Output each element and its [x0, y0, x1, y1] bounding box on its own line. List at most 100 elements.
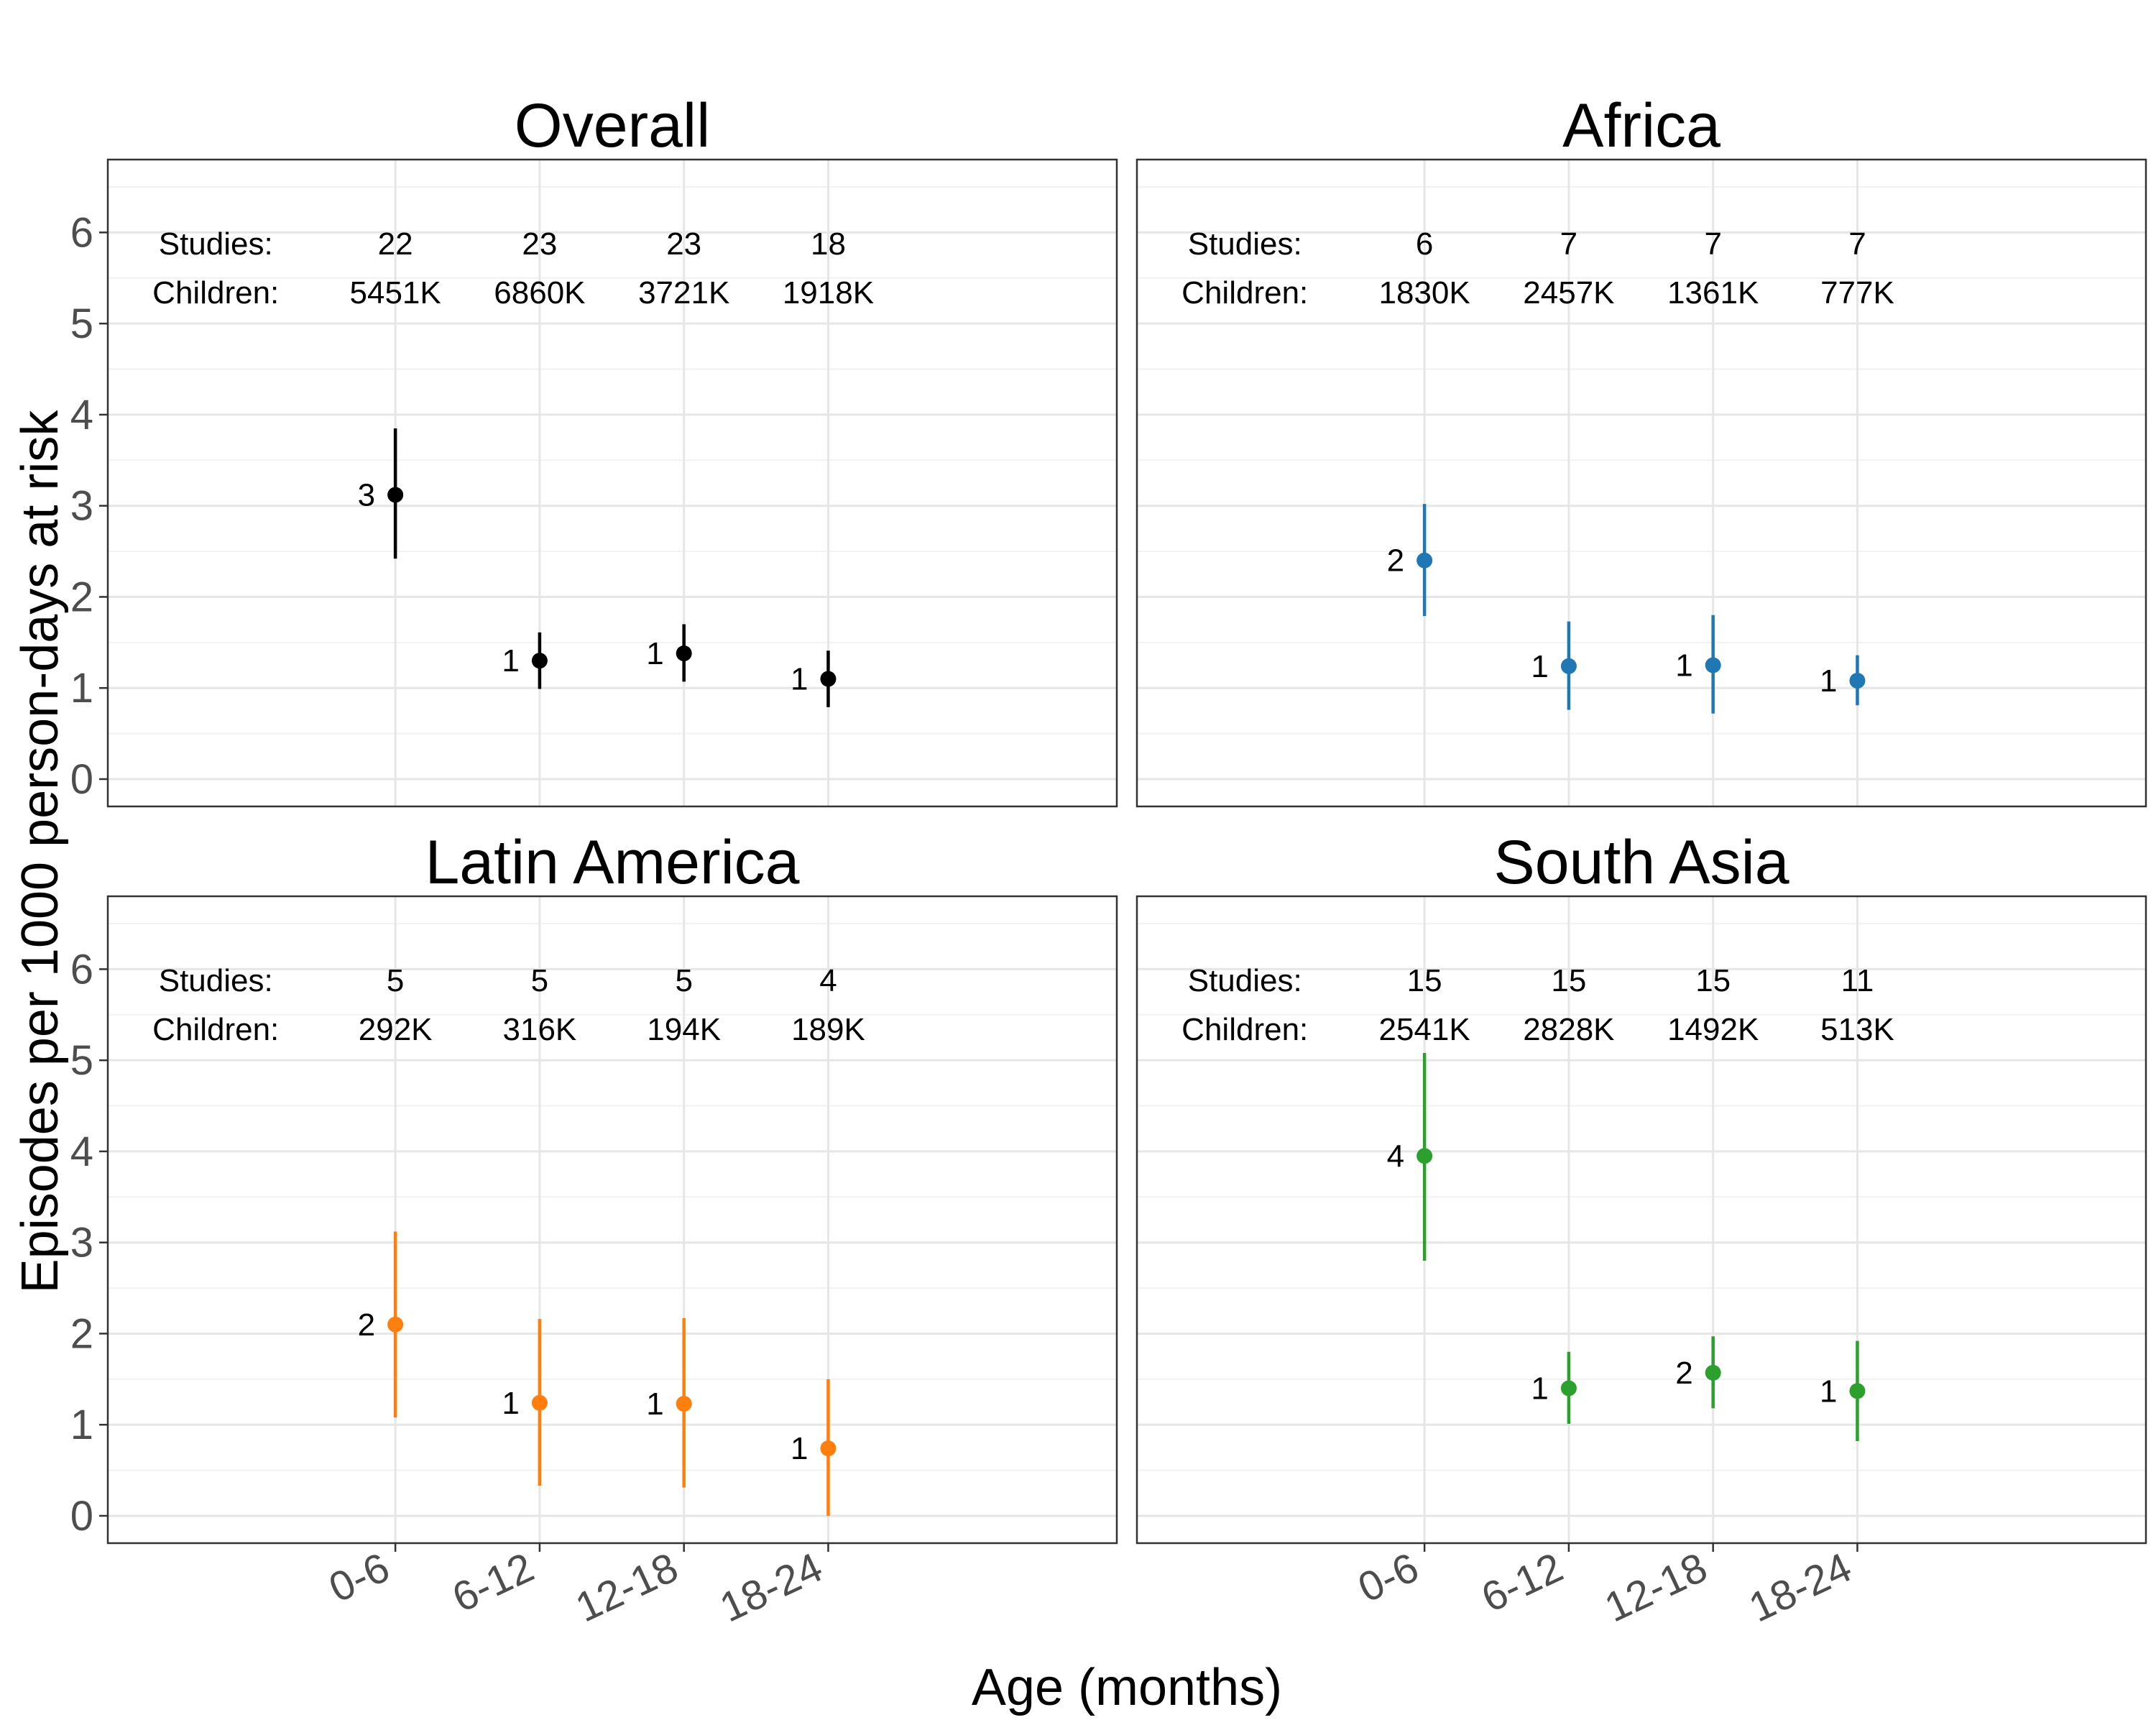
x-tick-label: 18-24 — [1742, 1544, 1858, 1632]
data-point — [1705, 1364, 1721, 1381]
panel-title: South Asia — [1493, 828, 1789, 897]
children-count: 316K — [503, 1012, 577, 1047]
y-tick-label: 1 — [70, 1402, 93, 1448]
studies-count: 4 — [819, 963, 837, 998]
point-label: 1 — [646, 636, 663, 671]
children-count: 777K — [1820, 275, 1894, 310]
studies-count: 5 — [387, 963, 404, 998]
data-point — [1849, 673, 1866, 689]
panel-1: Africa Studies: Children: 6 7 7 7 1830K 2457K 136… — [1135, 91, 2147, 808]
studies-count: 7 — [1848, 226, 1866, 262]
studies-count: 15 — [1551, 963, 1586, 998]
children-count: 2541K — [1379, 1012, 1470, 1047]
panel-border — [1135, 895, 2147, 1545]
point-label: 1 — [1820, 663, 1837, 699]
point-label: 1 — [1675, 648, 1692, 684]
children-count: 292K — [359, 1012, 433, 1047]
point-label: 1 — [791, 1431, 808, 1466]
data-point — [1705, 657, 1721, 673]
studies-count: 18 — [811, 226, 846, 262]
point-label: 3 — [358, 477, 375, 512]
y-tick-label: 6 — [70, 946, 93, 993]
studies-row-label: Studies: — [1188, 226, 1302, 262]
children-count: 3721K — [638, 275, 729, 310]
y-tick-label: 4 — [70, 392, 93, 438]
children-count: 2457K — [1523, 275, 1614, 310]
studies-count: 11 — [1841, 963, 1874, 998]
studies-count: 5 — [675, 963, 692, 998]
children-count: 194K — [647, 1012, 721, 1047]
children-row-label: Children: — [1181, 275, 1308, 310]
children-count: 1361K — [1667, 275, 1759, 310]
y-axis-title: Episodes per 1000 person-days at risk — [11, 410, 69, 1294]
children-count: 6860K — [494, 275, 585, 310]
children-row-label: Children: — [152, 1012, 279, 1047]
y-tick-label: 0 — [70, 1493, 93, 1540]
panel-border — [106, 158, 1118, 808]
y-tick-label: 0 — [70, 756, 93, 803]
point-label: 4 — [1387, 1138, 1404, 1174]
data-point — [531, 653, 548, 669]
panel-background — [1137, 896, 2146, 1543]
point-label: 1 — [646, 1386, 663, 1422]
studies-row-label: Studies: — [159, 226, 273, 262]
children-count: 1918K — [783, 275, 874, 310]
data-point — [676, 1396, 692, 1412]
studies-row-label: Studies: — [159, 963, 273, 998]
point-label: 1 — [502, 643, 519, 678]
studies-count: 15 — [1407, 963, 1442, 998]
point-label: 1 — [502, 1386, 519, 1421]
y-tick-label: 5 — [70, 1037, 93, 1084]
children-count: 1830K — [1379, 275, 1470, 310]
panel-background — [108, 160, 1117, 806]
y-tick-label: 4 — [70, 1128, 93, 1175]
panel-title: Overall — [515, 91, 710, 160]
panel-title: Latin America — [425, 828, 799, 897]
children-count: 513K — [1820, 1012, 1894, 1047]
data-point — [820, 1440, 837, 1457]
studies-count: 23 — [666, 226, 701, 262]
studies-count: 22 — [378, 226, 413, 262]
data-point — [1416, 1148, 1433, 1164]
studies-row-label: Studies: — [1188, 963, 1302, 998]
data-point — [1560, 658, 1577, 674]
point-label: 2 — [1387, 543, 1404, 579]
point-label: 1 — [1820, 1374, 1837, 1409]
studies-count: 5 — [531, 963, 548, 998]
y-tick-label: 3 — [70, 483, 93, 530]
studies-count: 7 — [1560, 226, 1577, 262]
data-point — [387, 487, 404, 503]
children-count: 5451K — [350, 275, 441, 310]
studies-count: 23 — [522, 226, 557, 262]
point-label: 1 — [1531, 649, 1548, 684]
children-count: 2828K — [1523, 1012, 1614, 1047]
y-tick-label: 1 — [70, 665, 93, 712]
y-tick-label: 2 — [70, 1310, 93, 1357]
y-tick-label: 5 — [70, 300, 93, 347]
point-label: 1 — [791, 662, 808, 697]
y-tick-label: 3 — [70, 1220, 93, 1266]
x-tick-label: 12-18 — [568, 1544, 685, 1632]
studies-count: 15 — [1695, 963, 1731, 998]
data-point — [531, 1394, 548, 1411]
x-tick-label: 6-12 — [1475, 1544, 1570, 1622]
point-label: 2 — [358, 1307, 375, 1343]
panel-title: Africa — [1562, 91, 1720, 160]
studies-count: 6 — [1416, 226, 1433, 262]
data-point — [820, 671, 837, 687]
panel-border — [1135, 158, 2147, 808]
children-row-label: Children: — [152, 275, 279, 310]
x-tick-label: 0-6 — [322, 1544, 396, 1611]
data-point — [1560, 1380, 1577, 1397]
point-label: 1 — [1531, 1371, 1548, 1407]
children-row-label: Children: — [1181, 1012, 1308, 1047]
x-tick-label: 6-12 — [446, 1544, 541, 1622]
x-tick-label: 18-24 — [713, 1544, 829, 1632]
y-tick-label: 2 — [70, 574, 93, 620]
y-tick-label: 6 — [70, 209, 93, 256]
data-point — [1849, 1383, 1866, 1399]
